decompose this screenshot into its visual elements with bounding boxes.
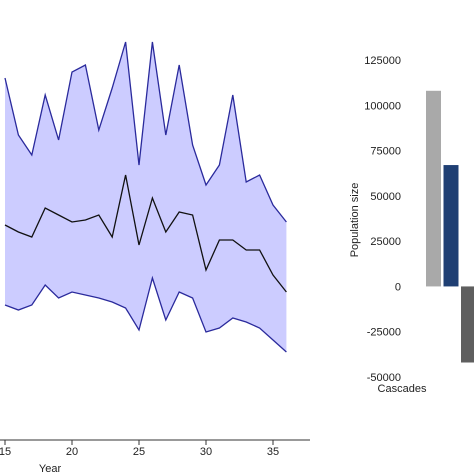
bar <box>426 90 441 287</box>
bar <box>443 165 459 287</box>
x-tick-label: 20 <box>66 446 78 458</box>
x-axis-label: Year <box>39 463 62 474</box>
bar <box>461 286 474 363</box>
y-tick-label: 0 <box>395 281 401 293</box>
x-tick-label: 35 <box>267 446 279 458</box>
y-tick-label: 25000 <box>370 236 401 248</box>
series-line <box>4 174 287 293</box>
y-tick-label: 125000 <box>364 55 401 67</box>
y-tick-label: -25000 <box>367 327 401 339</box>
y-tick-label: -50000 <box>367 372 401 384</box>
x-tick-label: 30 <box>200 446 212 458</box>
x-tick-label: Cascades <box>378 383 427 395</box>
y-axis-label: Population size <box>349 183 361 258</box>
y-tick-label: 50000 <box>370 191 401 203</box>
x-tick-label: 25 <box>133 446 145 458</box>
y-tick-label: 75000 <box>370 146 401 158</box>
upper-line <box>4 41 287 223</box>
band <box>5 42 287 352</box>
x-tick-label: 15 <box>0 446 11 458</box>
y-tick-label: 100000 <box>364 100 401 112</box>
lower-line <box>4 275 287 353</box>
